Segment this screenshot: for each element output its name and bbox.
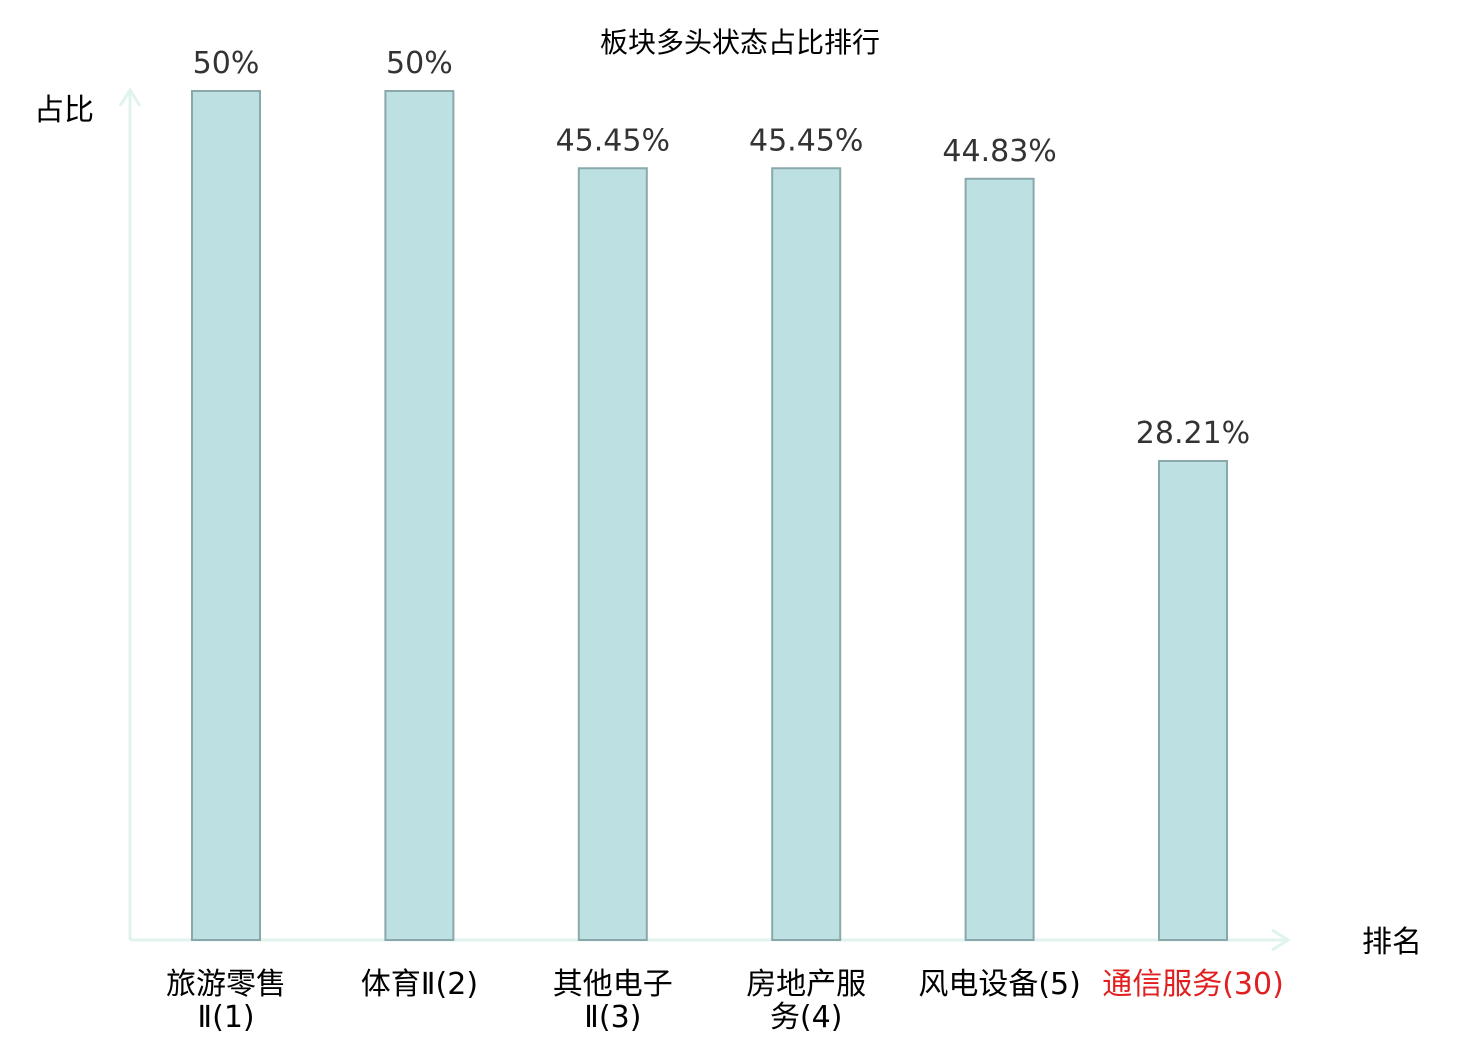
bar-value-label: 45.45% <box>556 123 670 158</box>
category-label: Ⅱ(3) <box>584 1000 641 1035</box>
x-axis-arrow <box>1271 928 1291 952</box>
bar-value-label: 28.21% <box>1136 416 1250 451</box>
bar <box>964 177 1035 941</box>
y-axis-label: 占比 <box>34 93 94 128</box>
bar-value-label: 45.45% <box>749 123 863 158</box>
bar <box>191 90 261 941</box>
category-label: 风电设备(5) <box>918 967 1081 1002</box>
category-label: Ⅱ(1) <box>197 1000 254 1035</box>
bar <box>1158 459 1228 941</box>
category-label: 务(4) <box>770 1000 843 1035</box>
category-label: 房地产服 <box>746 967 866 1002</box>
bar-value-label: 50% <box>386 46 453 81</box>
category-label: 通信服务(30) <box>1102 967 1284 1002</box>
category-label: 体育Ⅱ(2) <box>361 967 478 1002</box>
bars-group <box>191 90 1228 942</box>
chart-title: 板块多头状态占比排行 <box>600 26 880 59</box>
bar <box>771 167 842 942</box>
bar <box>384 90 455 941</box>
category-label: 其他电子 <box>553 967 673 1002</box>
x-axis-label: 排名 <box>1362 925 1422 960</box>
value-labels-group: 50% 50% 45.45% 45.45% 44.83% 28.21% <box>193 46 1251 451</box>
bar-value-label: 44.83% <box>942 134 1056 169</box>
bar-value-label: 50% <box>193 46 260 81</box>
category-label: 旅游零售 <box>166 967 286 1002</box>
bar <box>577 167 648 942</box>
y-axis-arrow <box>118 87 142 107</box>
